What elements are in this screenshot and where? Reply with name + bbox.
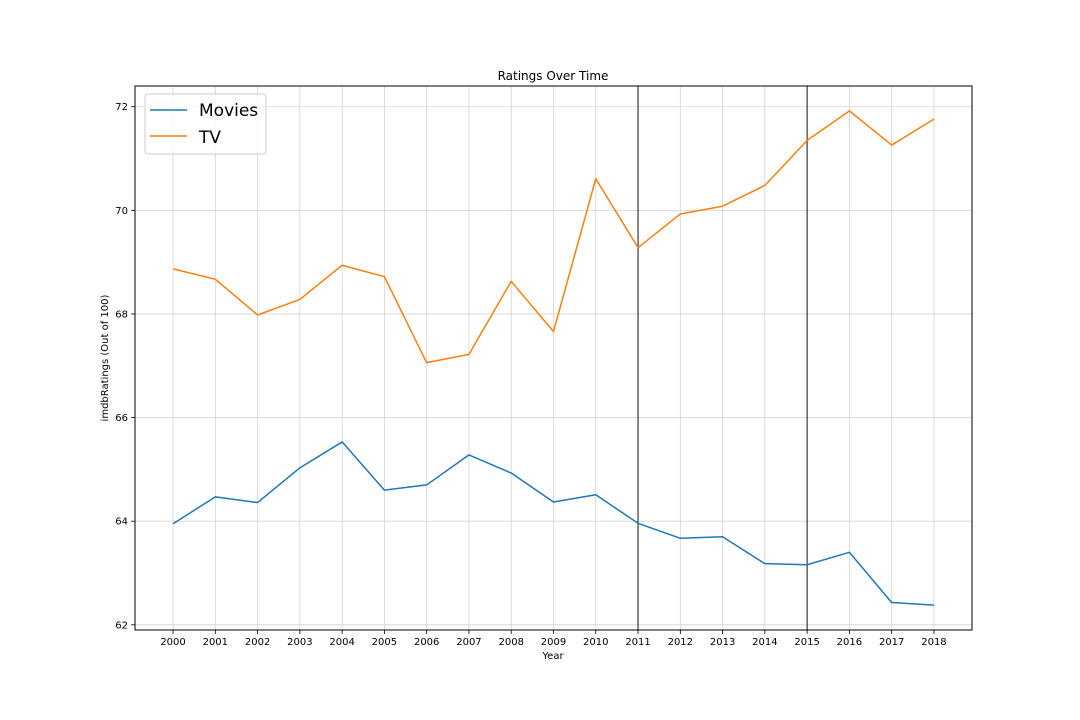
y-tick-label-70: 70 — [115, 206, 128, 217]
x-tick-label-2017: 2017 — [879, 637, 904, 648]
y-axis: 62 64 66 68 70 72 — [115, 102, 135, 631]
series-line-movies — [172, 441, 934, 606]
x-tick-label-2018: 2018 — [921, 637, 946, 648]
x-tick-label-2004: 2004 — [329, 637, 354, 648]
x-tick-label-2013: 2013 — [710, 637, 735, 648]
x-tick-label-2010: 2010 — [583, 637, 608, 648]
x-tick-label-2002: 2002 — [245, 637, 270, 648]
y-tick-label-68: 68 — [115, 309, 128, 320]
x-tick-label-2007: 2007 — [456, 637, 481, 648]
legend-box — [144, 93, 267, 155]
vertical-markers — [637, 86, 808, 630]
x-tick-label-2006: 2006 — [414, 637, 439, 648]
x-tick-label-2015: 2015 — [794, 637, 819, 648]
x-tick-label-2012: 2012 — [668, 637, 693, 648]
x-tick-label-2003: 2003 — [287, 637, 312, 648]
x-tick-label-2011: 2011 — [625, 637, 650, 648]
series-line-tv — [172, 110, 935, 364]
chart-title: Ratings Over Time — [498, 69, 609, 83]
y-tick-label-72: 72 — [115, 102, 128, 113]
x-tick-label-2016: 2016 — [837, 637, 862, 648]
grid-lines — [135, 86, 972, 630]
x-axis: 2000 2001 2002 2003 2004 2005 2006 2007 2008 2009… — [160, 630, 947, 648]
x-axis-label: Year — [541, 651, 564, 662]
x-tick-label-2009: 2009 — [541, 637, 566, 648]
y-tick-label-62: 62 — [115, 620, 128, 631]
y-axis-label: imdbRatings (Out of 100) — [100, 294, 111, 421]
plot-area — [134, 85, 973, 631]
x-tick-label-2005: 2005 — [372, 637, 397, 648]
x-tick-label-2014: 2014 — [752, 637, 777, 648]
x-tick-label-2008: 2008 — [499, 637, 524, 648]
x-tick-label-2001: 2001 — [203, 637, 228, 648]
legend: Movies TV — [144, 93, 267, 155]
series-lines — [172, 110, 935, 606]
y-tick-label-66: 66 — [115, 413, 128, 424]
legend-label-tv: TV — [198, 128, 221, 148]
legend-label-movies: Movies — [199, 101, 258, 121]
x-tick-label-2000: 2000 — [160, 637, 185, 648]
y-tick-label-64: 64 — [115, 517, 128, 528]
